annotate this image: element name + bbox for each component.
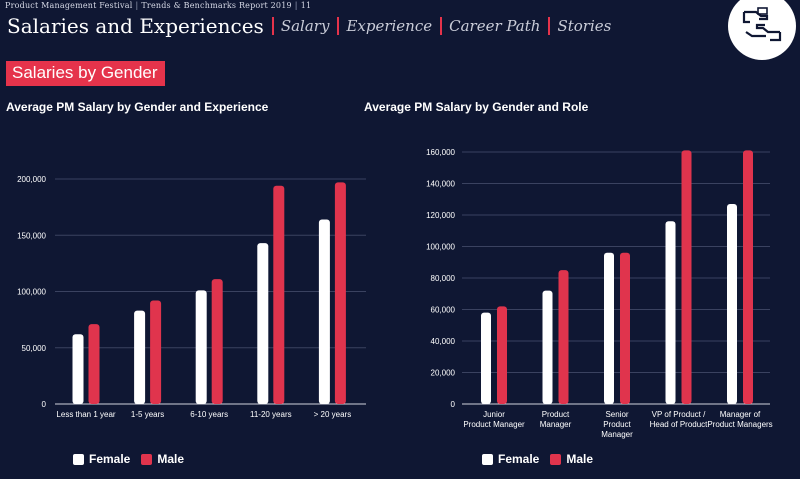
legend-label-female: Female	[89, 452, 131, 466]
x-category-label-line: Manager of	[720, 410, 761, 419]
x-category-label: Manager of Product Managers	[707, 410, 772, 429]
separator: |	[135, 1, 139, 10]
separator: |	[294, 1, 298, 10]
x-category-label-line: 6-10 years	[190, 410, 228, 419]
legend-label-male: Male	[566, 452, 594, 466]
x-category-label-line: Product	[542, 410, 570, 419]
bar-male	[620, 252, 630, 404]
bar-female	[195, 290, 207, 404]
x-category-label: Product Manager	[540, 410, 572, 429]
legend-swatch-female	[73, 453, 84, 465]
y-tick-label: 140,000	[426, 180, 455, 189]
y-tick-label: 0	[42, 400, 47, 409]
bar-male	[681, 150, 692, 404]
bar-male	[497, 306, 507, 404]
legend-swatch-female	[482, 453, 493, 465]
legend-label-male: Male	[157, 452, 185, 466]
bar-female	[72, 334, 84, 404]
hands-exchange-icon	[742, 7, 782, 42]
y-tick-label: 120,000	[426, 211, 455, 220]
x-category-label-line: > 20 years	[314, 410, 352, 419]
tab-salary[interactable]: Salary	[280, 17, 330, 35]
x-category-label-line: Head of Product	[650, 420, 709, 429]
x-category-label-line: Product	[603, 420, 631, 429]
bar-female	[257, 243, 269, 404]
x-category-label: Less than 1 year	[56, 410, 115, 419]
report-header-line: Product Management Festival | Trends & Ben…	[5, 1, 311, 10]
bar-female	[134, 310, 146, 404]
legend-item-female: Female	[482, 452, 539, 466]
page-title: Salaries and Experiences	[7, 14, 264, 38]
report-name: Product Management Festival	[5, 1, 133, 10]
x-category-label: Senior Product Manager	[601, 410, 633, 439]
bar-female	[727, 203, 737, 404]
y-tick-label: 200,000	[17, 175, 46, 184]
bar-female	[665, 221, 676, 404]
report-subtitle: Trends & Benchmarks Report 2019	[141, 1, 292, 10]
y-tick-label: 150,000	[17, 231, 46, 240]
section-badge: Salaries by Gender	[6, 61, 165, 86]
nav-divider	[548, 17, 551, 35]
bar-female	[481, 312, 491, 404]
legend-role: Female Male	[482, 452, 604, 466]
x-category-label-line: Manager	[601, 430, 633, 439]
chart-title-experience: Average PM Salary by Gender and Experien…	[6, 100, 269, 114]
x-category-label-line: Less than 1 year	[56, 410, 115, 419]
legend-swatch-male	[141, 453, 153, 465]
y-tick-label: 100,000	[17, 288, 46, 297]
nav-divider	[440, 17, 443, 35]
x-category-label: Junior Product Manager	[463, 410, 525, 429]
legend-experience: Female Male	[73, 452, 195, 466]
bar-female	[318, 219, 330, 404]
y-tick-label: 0	[451, 400, 456, 409]
legend-item-male: Male	[141, 452, 184, 466]
bar-male	[743, 150, 753, 404]
x-category-label-line: VP of Product /	[652, 410, 706, 419]
x-category-label-line: Product Manager	[463, 420, 525, 429]
x-category-label-line: Manager	[540, 420, 572, 429]
y-tick-label: 60,000	[431, 306, 456, 315]
x-category-label: VP of Product / Head of Product	[650, 410, 709, 429]
tab-stories[interactable]: Stories	[557, 17, 612, 35]
tab-career-path[interactable]: Career Path	[449, 17, 541, 35]
nav-divider	[337, 17, 340, 35]
x-category-label-line: 1-5 years	[131, 410, 164, 419]
bar-male	[150, 300, 162, 404]
legend-label-female: Female	[498, 452, 540, 466]
section-nav: Salaries and Experiences Salary Experien…	[7, 14, 611, 38]
y-tick-label: 160,000	[426, 148, 455, 157]
bar-male	[558, 270, 569, 404]
bar-male	[88, 324, 100, 404]
logo-badge	[728, 0, 796, 60]
x-category-label-line: Senior	[605, 410, 628, 419]
chart-title-role: Average PM Salary by Gender and Role	[364, 100, 589, 114]
y-tick-label: 80,000	[431, 274, 456, 283]
legend-swatch-male	[550, 453, 562, 465]
bar-male	[334, 182, 346, 404]
x-category-label: 1-5 years	[131, 410, 164, 419]
tab-experience[interactable]: Experience	[346, 17, 433, 35]
x-category-label-line: Product Managers	[707, 420, 772, 429]
bar-female	[604, 252, 614, 404]
y-tick-label: 40,000	[431, 337, 456, 346]
x-category-label: 11-20 years	[250, 410, 292, 419]
x-category-label-line: 11-20 years	[250, 410, 292, 419]
nav-divider	[271, 17, 274, 35]
x-category-label-line: Junior	[483, 410, 505, 419]
y-tick-label: 100,000	[426, 243, 455, 252]
x-category-label: > 20 years	[314, 410, 352, 419]
bar-male	[211, 279, 223, 404]
y-tick-label: 20,000	[431, 369, 456, 378]
x-category-label: 6-10 years	[190, 410, 228, 419]
y-tick-label: 50,000	[22, 344, 47, 353]
legend-item-female: Female	[73, 452, 130, 466]
bar-male	[273, 185, 285, 404]
bar-female	[542, 290, 553, 404]
legend-item-male: Male	[550, 452, 593, 466]
page-number: 11	[300, 1, 312, 10]
